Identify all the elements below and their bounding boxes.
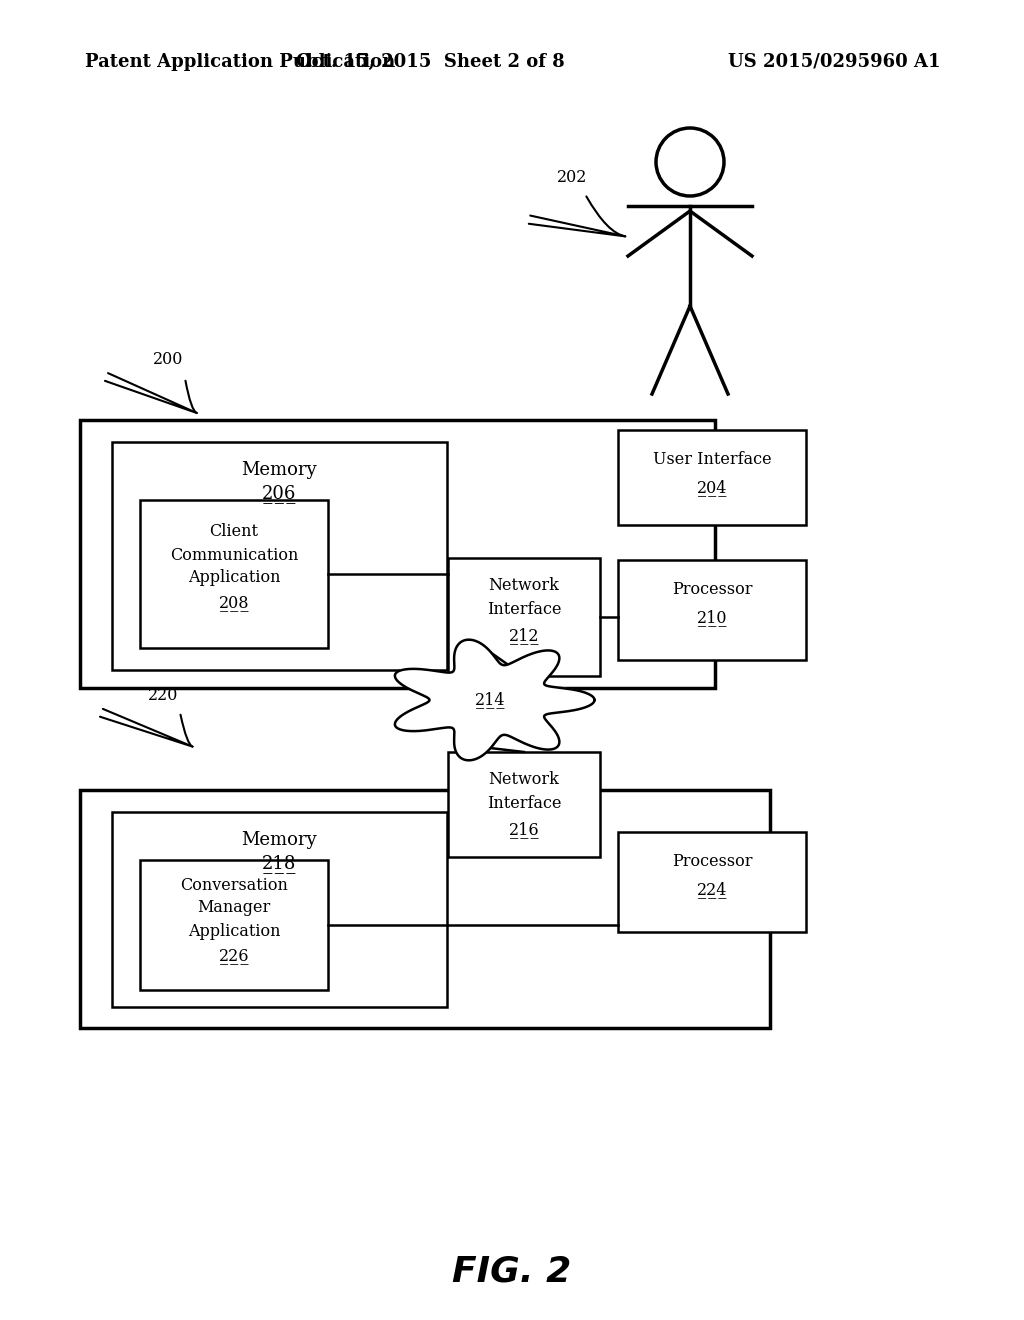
Text: 2̲0̲6̲: 2̲0̲6̲ bbox=[262, 484, 296, 503]
Text: US 2015/0295960 A1: US 2015/0295960 A1 bbox=[727, 53, 940, 71]
Bar bbox=[140, 861, 328, 990]
Text: 2̲0̲8̲: 2̲0̲8̲ bbox=[219, 594, 249, 611]
Text: Conversation: Conversation bbox=[180, 876, 288, 894]
Text: Client: Client bbox=[210, 524, 258, 540]
Text: Processor: Processor bbox=[672, 582, 753, 598]
Polygon shape bbox=[395, 640, 595, 760]
Text: 2̲2̲6̲: 2̲2̲6̲ bbox=[219, 948, 249, 965]
Text: Oct. 15, 2015  Sheet 2 of 8: Oct. 15, 2015 Sheet 2 of 8 bbox=[296, 53, 564, 71]
Text: 200: 200 bbox=[153, 351, 183, 368]
Text: 2̲1̲4̲: 2̲1̲4̲ bbox=[475, 692, 505, 709]
Bar bbox=[80, 789, 770, 1028]
Text: 2̲1̲6̲: 2̲1̲6̲ bbox=[509, 821, 540, 838]
Text: Application: Application bbox=[187, 569, 281, 586]
Bar bbox=[449, 752, 600, 857]
Text: Application: Application bbox=[187, 923, 281, 940]
Text: Interface: Interface bbox=[486, 602, 561, 619]
Text: 202: 202 bbox=[557, 169, 587, 186]
Text: FIG. 2: FIG. 2 bbox=[453, 1255, 571, 1290]
Text: Communication: Communication bbox=[170, 546, 298, 564]
Text: Memory: Memory bbox=[242, 832, 316, 849]
Text: 2̲1̲0̲: 2̲1̲0̲ bbox=[696, 610, 727, 627]
Bar bbox=[449, 558, 600, 676]
Bar bbox=[112, 442, 447, 671]
Text: Interface: Interface bbox=[486, 796, 561, 813]
Text: 2̲1̲8̲: 2̲1̲8̲ bbox=[262, 854, 296, 874]
Text: 2̲1̲2̲: 2̲1̲2̲ bbox=[509, 627, 540, 644]
Text: Processor: Processor bbox=[672, 854, 753, 870]
Text: Manager: Manager bbox=[198, 899, 270, 916]
Text: 220: 220 bbox=[147, 686, 178, 704]
Bar bbox=[618, 430, 806, 525]
Bar bbox=[80, 420, 715, 688]
Bar bbox=[618, 560, 806, 660]
Text: Network: Network bbox=[488, 771, 559, 788]
Text: 2̲0̲4̲: 2̲0̲4̲ bbox=[696, 479, 727, 496]
Text: Patent Application Publication: Patent Application Publication bbox=[85, 53, 395, 71]
Text: User Interface: User Interface bbox=[652, 451, 771, 469]
Bar bbox=[618, 832, 806, 932]
Bar bbox=[112, 812, 447, 1007]
Bar bbox=[140, 500, 328, 648]
Text: Network: Network bbox=[488, 578, 559, 594]
Text: Memory: Memory bbox=[242, 461, 316, 479]
Text: 2̲2̲4̲: 2̲2̲4̲ bbox=[696, 882, 727, 899]
